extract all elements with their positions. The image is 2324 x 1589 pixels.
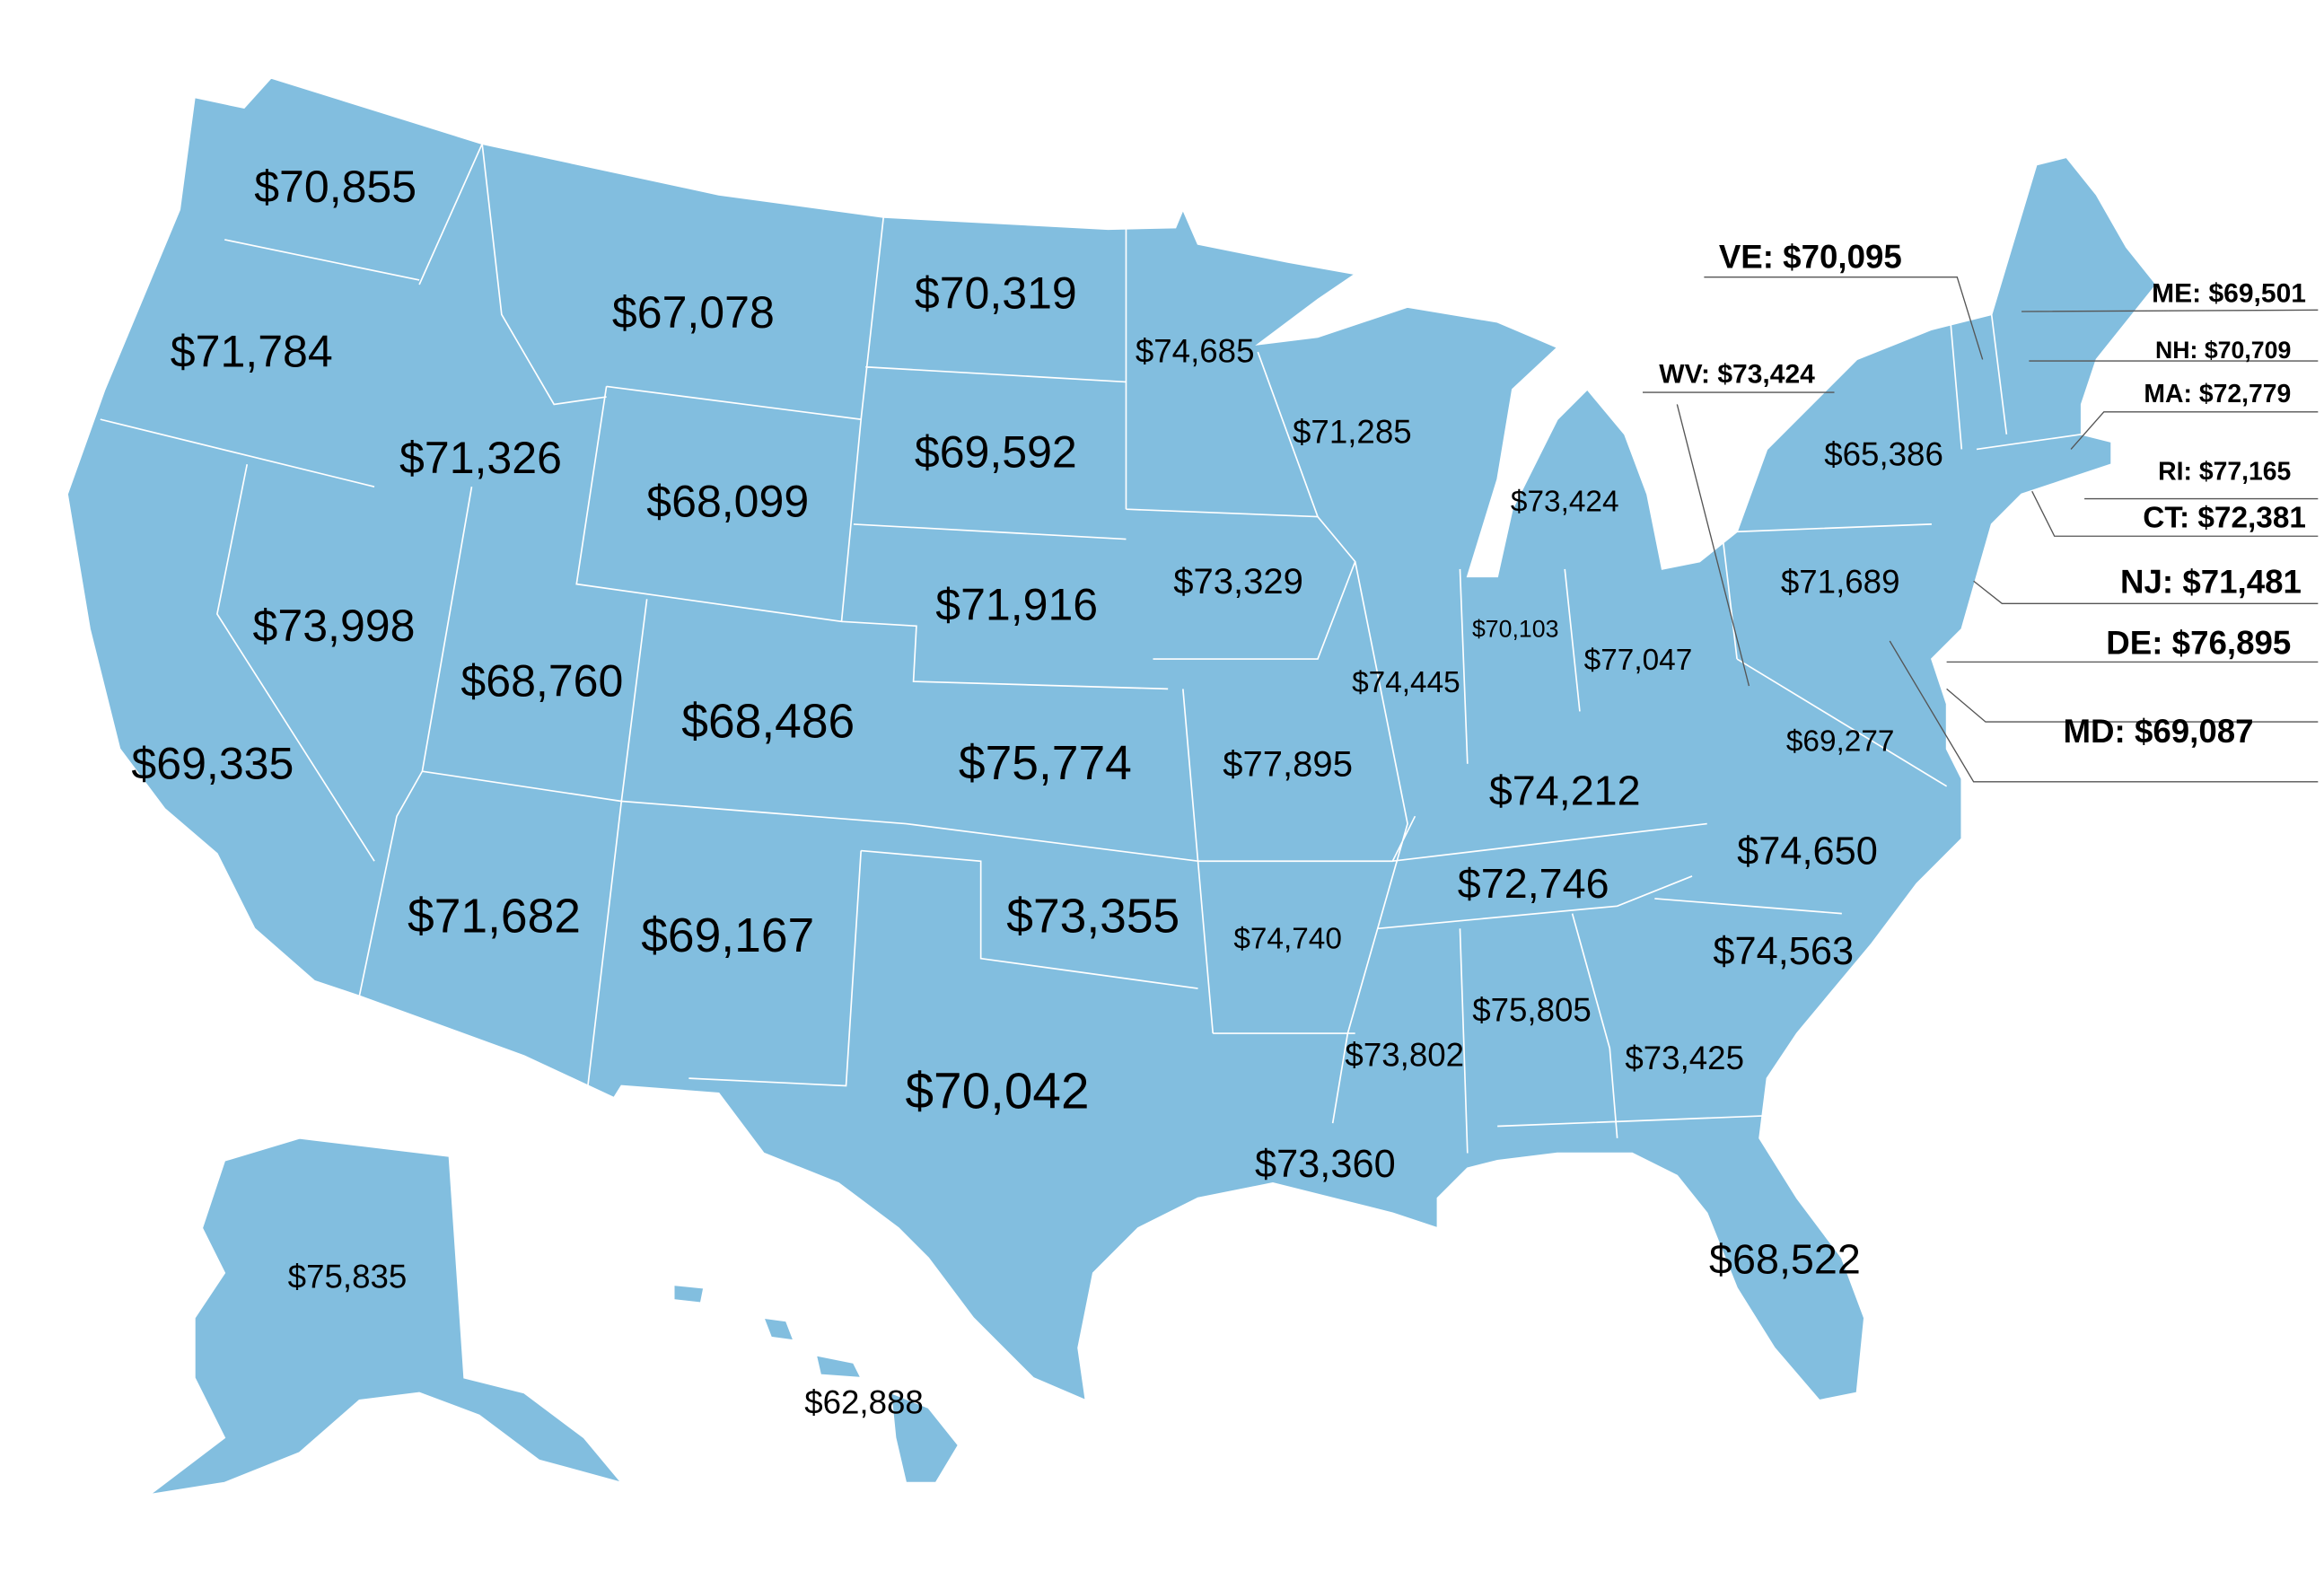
callout-label: WV: $73,424	[1659, 360, 1815, 390]
state-label: $71,689	[1781, 563, 1900, 600]
state-label: $71,784	[171, 327, 333, 377]
state-label: $71,285	[1293, 413, 1412, 450]
hawaii	[672, 1284, 960, 1484]
state-label: $74,650	[1737, 830, 1878, 873]
state-label: $73,355	[1006, 890, 1180, 943]
state-label: $73,329	[1173, 562, 1303, 601]
state-label: $70,319	[915, 268, 1077, 319]
state-label: $68,522	[1709, 1236, 1861, 1283]
state-label: $70,103	[1472, 615, 1558, 642]
callout-label: RI: $77,165	[2158, 458, 2291, 487]
state-borders	[100, 143, 2082, 1154]
state-label: $70,855	[254, 162, 417, 212]
callout-label: NH: $70,709	[2155, 337, 2291, 364]
state-label: $74,212	[1489, 768, 1641, 814]
callout-label: NJ: $71,481	[2120, 563, 2302, 600]
state-label: $74,445	[1352, 666, 1460, 699]
state-label: $67,078	[612, 287, 775, 338]
state-label: $69,167	[641, 909, 814, 962]
callout-label: VE: $70,095	[1719, 238, 1902, 275]
state-label: $74,563	[1713, 930, 1854, 973]
state-label: $62,888	[804, 1383, 924, 1420]
state-label: $73,425	[1625, 1040, 1744, 1076]
state-label: $77,047	[1584, 644, 1693, 677]
callout-label: MD: $69,087	[2064, 713, 2254, 750]
state-label: $65,386	[1824, 436, 1943, 473]
alaska	[149, 1137, 624, 1496]
callout-label: CT: $72,381	[2143, 502, 2306, 535]
state-label: $73,802	[1345, 1036, 1464, 1073]
state-label: $68,099	[646, 476, 809, 526]
callout-label: DE: $76,895	[2106, 625, 2291, 662]
state-label: $68,486	[681, 696, 855, 749]
state-label: $75,835	[288, 1258, 408, 1295]
state-label: $69,277	[1786, 724, 1895, 758]
state-label: $74,685	[1136, 332, 1255, 369]
state-label: $71,326	[399, 433, 562, 483]
state-label: $69,592	[915, 426, 1077, 477]
state-label: $77,895	[1223, 745, 1353, 785]
state-label: $75,774	[959, 737, 1132, 790]
state-label: $73,360	[1255, 1143, 1396, 1186]
state-label: $73,424	[1511, 485, 1619, 518]
state-label: $71,682	[408, 890, 581, 943]
callout-label: ME: $69,501	[2152, 279, 2306, 309]
state-label: $68,760	[460, 656, 623, 707]
state-label: $69,335	[131, 738, 294, 788]
state-label: $73,998	[253, 601, 416, 651]
state-label: $72,746	[1458, 860, 1609, 907]
state-label: $75,805	[1472, 991, 1592, 1028]
state-label: $71,916	[935, 580, 1098, 630]
state-label: $70,042	[906, 1063, 1090, 1119]
leader-lines	[1642, 276, 2319, 783]
callout-label: MA: $72,779	[2144, 380, 2291, 408]
state-label: $74,740	[1233, 922, 1342, 955]
